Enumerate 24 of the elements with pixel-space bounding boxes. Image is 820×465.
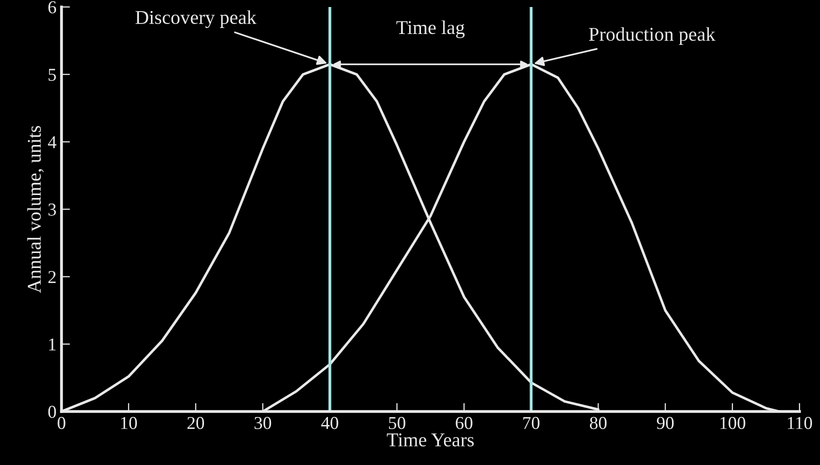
x-tick-label: 10 bbox=[121, 416, 137, 430]
y-tick-label: 1 bbox=[49, 338, 56, 350]
y-tick-label: 2 bbox=[48, 270, 56, 283]
y-tick-label: 4 bbox=[48, 136, 56, 148]
annotation: Discovery peak bbox=[136, 10, 256, 28]
annotation: Time lag bbox=[396, 20, 465, 38]
y-tick-label: 0 bbox=[48, 406, 56, 418]
x-axis-title: Time Years bbox=[386, 433, 474, 446]
x-tick-label: 110 bbox=[788, 416, 812, 430]
x-tick-label: 60 bbox=[456, 416, 472, 430]
x-tick-label: 80 bbox=[590, 416, 607, 430]
x-tick-label: 40 bbox=[321, 416, 338, 430]
y-tick-label: 6 bbox=[48, 1, 56, 14]
x-tick-label: 30 bbox=[254, 416, 272, 430]
x-tick-label: 90 bbox=[656, 416, 674, 430]
x-tick-label: 50 bbox=[388, 416, 406, 430]
y-tick-label: 3 bbox=[48, 204, 56, 216]
y-axis-title: Annual volume, units bbox=[27, 126, 44, 294]
x-tick-label: 70 bbox=[523, 416, 540, 430]
x-tick-label: 100 bbox=[720, 416, 746, 430]
x-tick-label: 0 bbox=[58, 416, 66, 430]
y-tick-label: 5 bbox=[48, 68, 56, 81]
x-tick-label: 20 bbox=[187, 416, 204, 430]
annotation: Production peak bbox=[589, 27, 716, 45]
